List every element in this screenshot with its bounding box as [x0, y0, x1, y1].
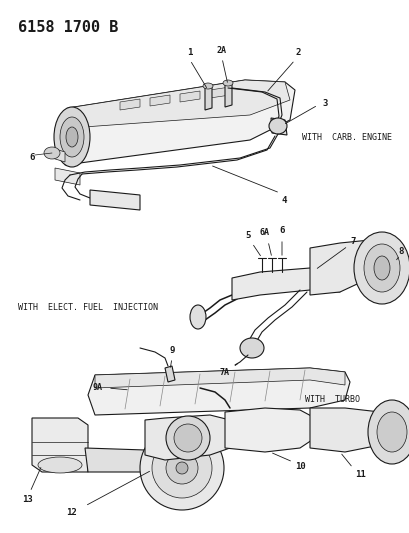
Ellipse shape — [189, 305, 205, 329]
Polygon shape — [150, 95, 170, 106]
Text: 9A: 9A — [93, 384, 103, 392]
Text: WITH  CARB. ENGINE: WITH CARB. ENGINE — [301, 133, 391, 142]
Ellipse shape — [66, 127, 78, 147]
Polygon shape — [204, 86, 211, 110]
Text: 7A: 7A — [220, 368, 229, 377]
Polygon shape — [270, 118, 286, 135]
Polygon shape — [180, 91, 200, 102]
Text: WITH  TURBO: WITH TURBO — [304, 395, 359, 405]
Ellipse shape — [173, 424, 202, 452]
Text: 10: 10 — [294, 462, 305, 471]
Ellipse shape — [367, 400, 409, 464]
Polygon shape — [68, 80, 289, 128]
Text: WITH  ELECT. FUEL  INJECTION: WITH ELECT. FUEL INJECTION — [18, 303, 157, 312]
Text: 6: 6 — [279, 226, 284, 235]
Polygon shape — [225, 83, 231, 107]
Text: 11: 11 — [354, 470, 365, 479]
Text: 1: 1 — [187, 48, 192, 57]
Polygon shape — [90, 190, 139, 210]
Polygon shape — [309, 240, 379, 295]
Ellipse shape — [44, 147, 60, 159]
Ellipse shape — [166, 452, 198, 484]
Polygon shape — [60, 80, 294, 165]
Ellipse shape — [54, 107, 90, 167]
Polygon shape — [209, 87, 229, 98]
Polygon shape — [231, 268, 339, 300]
Text: 7: 7 — [349, 238, 355, 246]
Text: 2: 2 — [294, 48, 300, 57]
Ellipse shape — [222, 80, 232, 86]
Text: 9: 9 — [169, 346, 174, 355]
Ellipse shape — [373, 256, 389, 280]
Polygon shape — [88, 368, 349, 415]
Ellipse shape — [363, 244, 399, 292]
Ellipse shape — [268, 118, 286, 134]
Ellipse shape — [239, 338, 263, 358]
Text: 3: 3 — [321, 99, 326, 108]
Polygon shape — [55, 168, 80, 185]
Ellipse shape — [175, 462, 188, 474]
Ellipse shape — [139, 426, 223, 510]
Text: 4: 4 — [281, 196, 287, 205]
Ellipse shape — [38, 457, 82, 473]
Polygon shape — [85, 448, 155, 472]
Text: 8: 8 — [397, 247, 402, 256]
Ellipse shape — [60, 117, 84, 157]
Text: 6A: 6A — [259, 228, 270, 237]
Text: 6: 6 — [29, 154, 35, 163]
Ellipse shape — [202, 83, 213, 89]
Text: 12: 12 — [66, 508, 77, 517]
Polygon shape — [95, 368, 344, 388]
Polygon shape — [52, 148, 65, 162]
Text: 5: 5 — [245, 231, 250, 240]
Text: 13: 13 — [22, 495, 33, 504]
Polygon shape — [309, 408, 391, 452]
Polygon shape — [164, 366, 175, 382]
Ellipse shape — [152, 438, 211, 498]
Polygon shape — [120, 99, 139, 110]
Polygon shape — [225, 408, 314, 452]
Text: 6158 1700 B: 6158 1700 B — [18, 20, 118, 35]
Polygon shape — [145, 415, 229, 460]
Text: 2A: 2A — [216, 46, 227, 55]
Polygon shape — [32, 418, 88, 472]
Ellipse shape — [353, 232, 409, 304]
Ellipse shape — [166, 416, 209, 460]
Ellipse shape — [376, 412, 406, 452]
